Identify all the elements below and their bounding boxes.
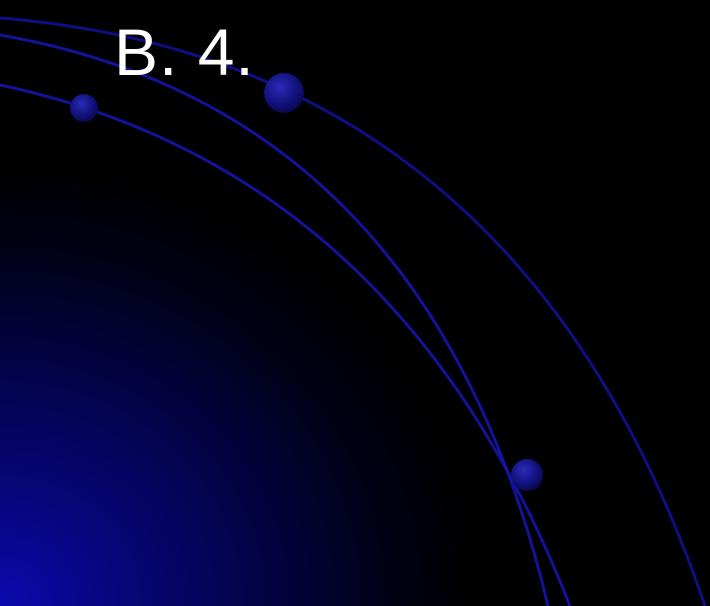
arc-outer [0,16,707,606]
orbit-dot-top [264,73,304,113]
slide-title: B. 4. [114,15,255,89]
orbit-dot-bottom [511,459,543,491]
orbit-dot-left [70,94,98,122]
arc-inner [0,83,572,606]
